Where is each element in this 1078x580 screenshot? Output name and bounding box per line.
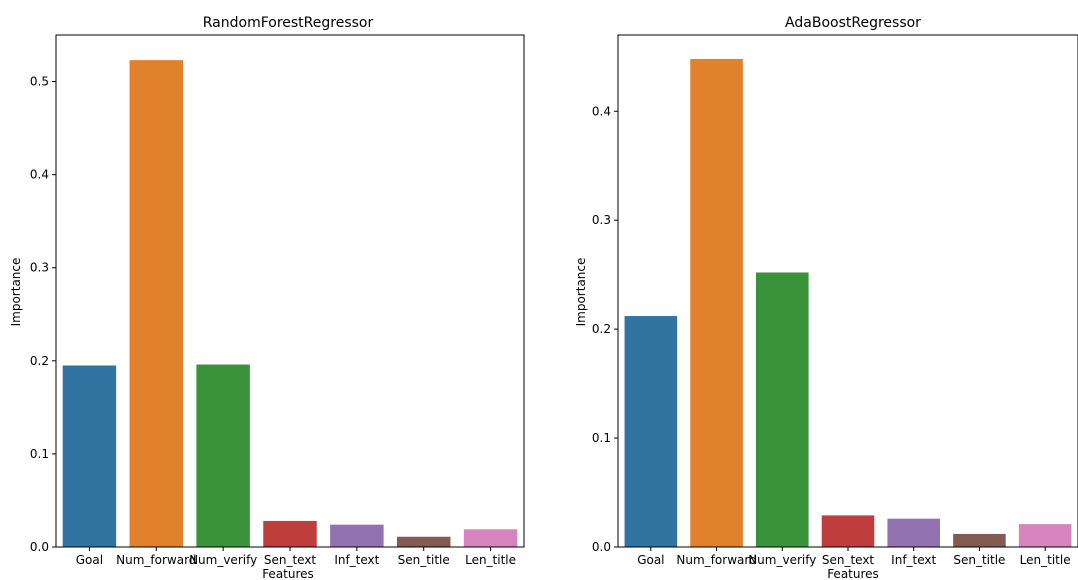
y-axis-label: Importance bbox=[9, 258, 23, 327]
bar bbox=[624, 316, 678, 547]
chart-title: RandomForestRegressor bbox=[203, 15, 374, 31]
y-ticks: 0.0 0.1 0.2 0.3 0.4 0.5 bbox=[30, 75, 56, 554]
x-tick-label: Inf_text bbox=[334, 553, 379, 567]
x-tick-label: Inf_text bbox=[891, 553, 936, 567]
bar bbox=[1018, 524, 1072, 547]
y-tick-label: 0.0 bbox=[592, 540, 611, 554]
y-ticks: 0.0 0.1 0.2 0.3 0.4 bbox=[592, 104, 618, 554]
x-axis-label: Features bbox=[262, 567, 314, 580]
x-tick-label: Sen_title bbox=[398, 553, 450, 567]
bar bbox=[62, 365, 117, 547]
y-tick-label: 0.4 bbox=[592, 104, 611, 118]
bars bbox=[624, 58, 1072, 548]
chart-title: AdaBoostRegressor bbox=[785, 15, 921, 31]
y-tick-label: 0.1 bbox=[30, 447, 49, 461]
x-tick-label: Num_verify bbox=[189, 553, 257, 567]
y-tick-label: 0.2 bbox=[30, 354, 49, 368]
y-tick-label: 0.2 bbox=[592, 322, 611, 336]
y-tick-label: 0.0 bbox=[30, 540, 49, 554]
y-tick-label: 0.1 bbox=[592, 431, 611, 445]
bar bbox=[887, 518, 940, 547]
bar bbox=[129, 60, 184, 547]
y-tick-label: 0.5 bbox=[30, 75, 49, 89]
chart-panel-random-forest: RandomForestRegressor Importance Feature… bbox=[9, 15, 525, 580]
x-tick-label: Sen_text bbox=[264, 553, 317, 567]
plot-frame bbox=[617, 34, 1078, 548]
bar bbox=[756, 272, 809, 547]
x-tick-label: Len_title bbox=[1020, 553, 1071, 567]
x-axis-label: Features bbox=[827, 567, 879, 580]
bar bbox=[690, 58, 743, 548]
y-tick-label: 0.3 bbox=[592, 213, 611, 227]
x-tick-label: Sen_text bbox=[822, 553, 875, 567]
chart-panel-adaboost: AdaBoostRegressor Importance Features 0.… bbox=[574, 15, 1078, 580]
plot-frame bbox=[55, 34, 525, 548]
bar bbox=[330, 524, 384, 547]
y-axis-label: Importance bbox=[574, 258, 588, 327]
x-tick-label: Goal bbox=[637, 553, 664, 567]
bar bbox=[821, 515, 875, 547]
x-tick-label: Num_forward bbox=[116, 553, 196, 567]
bar bbox=[463, 529, 518, 547]
y-tick-label: 0.4 bbox=[30, 168, 49, 182]
bars bbox=[62, 60, 518, 547]
bar bbox=[196, 364, 250, 547]
bar bbox=[953, 533, 1006, 547]
x-tick-label: Num_verify bbox=[748, 553, 816, 567]
x-tick-label: Goal bbox=[76, 553, 103, 567]
bar bbox=[396, 536, 451, 547]
x-tick-label: Num_forward bbox=[676, 553, 756, 567]
x-tick-label: Len_title bbox=[465, 553, 516, 567]
x-tick-label: Sen_title bbox=[953, 553, 1005, 567]
y-tick-label: 0.3 bbox=[30, 261, 49, 275]
bar bbox=[263, 520, 317, 547]
